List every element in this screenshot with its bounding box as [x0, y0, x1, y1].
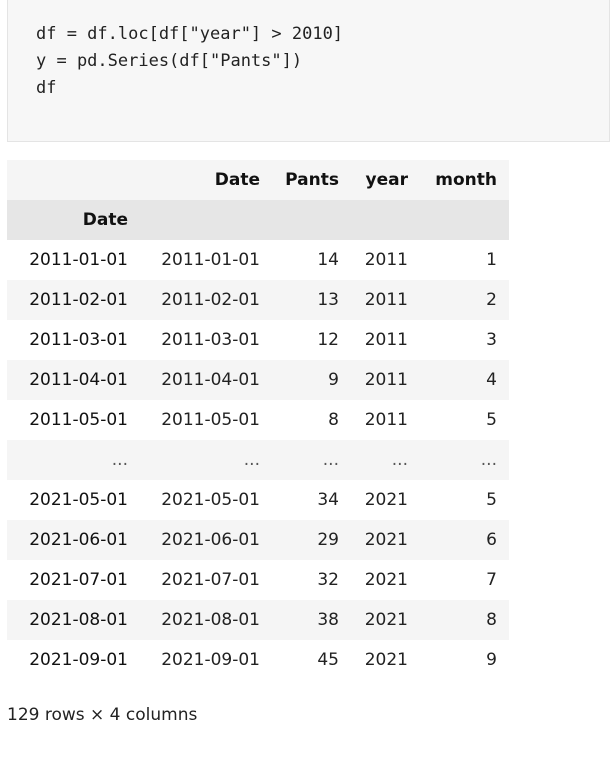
- cell-date: 2011-05-01: [161, 410, 260, 430]
- cell-pants: 12: [317, 330, 339, 350]
- cell-date: 2021-08-01: [161, 610, 260, 630]
- table-row: 2011-05-01 2011-05-01 8 2011 5: [7, 400, 509, 440]
- cell-year: 2021: [364, 490, 408, 510]
- row-index: ...: [111, 450, 128, 470]
- table-row: 2011-04-01 2011-04-01 9 2011 4: [7, 360, 509, 400]
- cell-year: 2011: [364, 410, 408, 430]
- cell-date: 2021-05-01: [161, 490, 260, 510]
- index-name: Date: [82, 210, 128, 230]
- cell-year: 2011: [364, 250, 408, 270]
- row-index: 2021-08-01: [29, 610, 128, 630]
- cell-date: 2021-09-01: [161, 650, 260, 670]
- cell-year: 2011: [364, 370, 408, 390]
- table-row: 2021-07-01 2021-07-01 32 2021 7: [7, 560, 509, 600]
- cell-pants: 38: [317, 610, 339, 630]
- table-row: 2021-06-01 2021-06-01 29 2021 6: [7, 520, 509, 560]
- index-name-row: Date: [7, 200, 509, 240]
- cell-month: 1: [486, 250, 497, 270]
- cell-year: 2021: [364, 650, 408, 670]
- table-row-ellipsis: ... ... ... ... ...: [7, 440, 509, 480]
- row-index: 2011-01-01: [29, 250, 128, 270]
- index-name-spacer: [272, 200, 351, 240]
- column-header-pants: Pants: [285, 170, 339, 190]
- cell-month: 5: [486, 490, 497, 510]
- cell-pants: 8: [328, 410, 339, 430]
- table-row: 2011-02-01 2011-02-01 13 2011 2: [7, 280, 509, 320]
- cell-pants: 13: [317, 290, 339, 310]
- cell-pants: 32: [317, 570, 339, 590]
- table-row: 2021-05-01 2021-05-01 34 2021 5: [7, 480, 509, 520]
- column-header-month: month: [435, 170, 497, 190]
- cell-year: ...: [391, 450, 408, 470]
- cell-year: 2011: [364, 290, 408, 310]
- index-name-spacer: [351, 200, 420, 240]
- table-row: 2021-08-01 2021-08-01 38 2021 8: [7, 600, 509, 640]
- cell-year: 2011: [364, 330, 408, 350]
- cell-month: 5: [486, 410, 497, 430]
- cell-pants: 45: [317, 650, 339, 670]
- index-header-blank: [7, 160, 140, 200]
- row-index: 2011-04-01: [29, 370, 128, 390]
- cell-pants: ...: [322, 450, 339, 470]
- cell-month: 6: [486, 530, 497, 550]
- cell-month: 8: [486, 610, 497, 630]
- cell-pants: 14: [317, 250, 339, 270]
- dataframe-shape-label: 129 rows × 4 columns: [7, 705, 198, 725]
- cell-date: 2021-06-01: [161, 530, 260, 550]
- table-row: 2011-03-01 2011-03-01 12 2011 3: [7, 320, 509, 360]
- row-index: 2011-05-01: [29, 410, 128, 430]
- cell-date: 2021-07-01: [161, 570, 260, 590]
- index-name-spacer: [140, 200, 272, 240]
- row-index: 2021-05-01: [29, 490, 128, 510]
- cell-month: ...: [480, 450, 497, 470]
- code-cell[interactable]: df = df.loc[df["year"] > 2010] y = pd.Se…: [7, 0, 610, 142]
- cell-month: 9: [486, 650, 497, 670]
- cell-year: 2021: [364, 610, 408, 630]
- cell-month: 3: [486, 330, 497, 350]
- row-index: 2021-06-01: [29, 530, 128, 550]
- index-name-spacer: [420, 200, 509, 240]
- dataframe-table: Date Pants year month Date 2011-01-01 20…: [7, 160, 509, 680]
- row-index: 2021-09-01: [29, 650, 128, 670]
- cell-pants: 34: [317, 490, 339, 510]
- row-index: 2011-02-01: [29, 290, 128, 310]
- code-line: df = df.loc[df["year"] > 2010]: [36, 24, 344, 44]
- column-header-date: Date: [214, 170, 260, 190]
- cell-year: 2021: [364, 570, 408, 590]
- column-header-row: Date Pants year month: [7, 160, 509, 200]
- table-row: 2021-09-01 2021-09-01 45 2021 9: [7, 640, 509, 680]
- table-row: 2011-01-01 2011-01-01 14 2011 1: [7, 240, 509, 280]
- cell-date: 2011-04-01: [161, 370, 260, 390]
- row-index: 2021-07-01: [29, 570, 128, 590]
- cell-date: 2011-02-01: [161, 290, 260, 310]
- code-line: df: [36, 78, 57, 98]
- cell-year: 2021: [364, 530, 408, 550]
- code-editor[interactable]: df = df.loc[df["year"] > 2010] y = pd.Se…: [36, 21, 343, 102]
- cell-month: 4: [486, 370, 497, 390]
- column-header-year: year: [365, 170, 408, 190]
- cell-month: 7: [486, 570, 497, 590]
- cell-date: ...: [243, 450, 260, 470]
- cell-date: 2011-01-01: [161, 250, 260, 270]
- row-index: 2011-03-01: [29, 330, 128, 350]
- cell-pants: 29: [317, 530, 339, 550]
- cell-date: 2011-03-01: [161, 330, 260, 350]
- cell-pants: 9: [328, 370, 339, 390]
- cell-month: 2: [486, 290, 497, 310]
- code-line: y = pd.Series(df["Pants"]): [36, 51, 303, 71]
